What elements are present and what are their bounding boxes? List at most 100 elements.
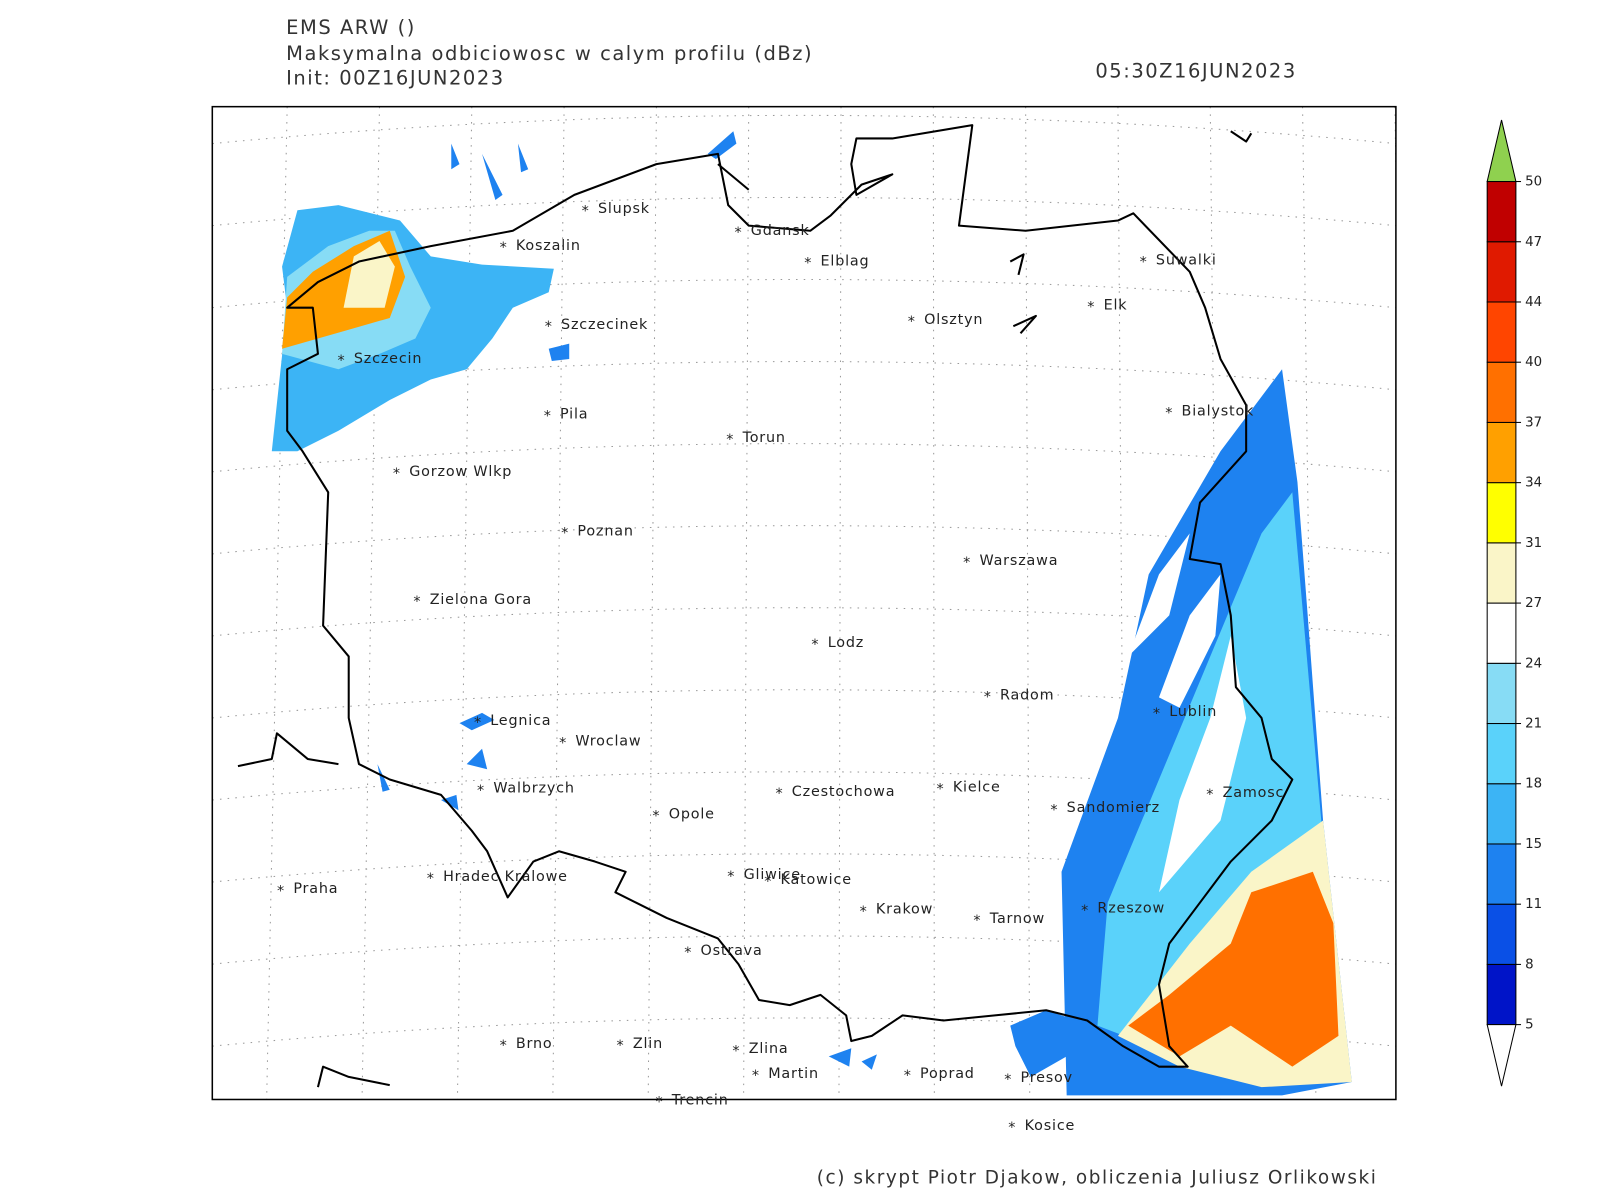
colorbar-label: 47 [1525, 235, 1542, 250]
city-label: Bialystok [1182, 403, 1255, 419]
city-marker: * [500, 1038, 508, 1054]
city-label: Suwalki [1156, 253, 1217, 269]
colorbar-segment [1486, 421, 1517, 484]
city-label: Krakow [876, 902, 933, 918]
city-label: Gdansk [751, 223, 810, 239]
city-label: Radom [1000, 687, 1054, 703]
city-marker: * [1087, 300, 1095, 316]
city-label: Czestochowa [792, 784, 896, 800]
border [237, 130, 1253, 1088]
city-marker: * [559, 736, 567, 752]
city-marker: * [413, 594, 421, 610]
reflectivity-field [271, 131, 1352, 1096]
city-label: Elk [1104, 298, 1128, 314]
city-marker: * [973, 913, 981, 929]
city-marker: * [732, 1043, 740, 1059]
city-label: Gliwice [744, 867, 801, 883]
city-label: Martin [768, 1066, 819, 1082]
city-marker: * [804, 256, 812, 272]
city-marker: * [655, 1095, 663, 1111]
border [286, 124, 1294, 1068]
city-marker: * [1140, 255, 1148, 271]
city-marker: * [1165, 405, 1173, 421]
city-label: Szczecin [354, 351, 422, 367]
colorbar-segment [1486, 843, 1517, 905]
city-marker: * [963, 555, 971, 571]
city-marker: * [811, 637, 819, 653]
city-label: Presov [1021, 1070, 1073, 1086]
credits: (c) skrypt Piotr Djakow, obliczenia Juli… [817, 1167, 1378, 1188]
colorbar-label: 18 [1525, 777, 1542, 792]
city-marker: * [545, 319, 553, 335]
city-label: Poznan [577, 523, 633, 539]
city-label: Szczecinek [561, 317, 648, 333]
city-marker: * [908, 314, 916, 330]
city-label: Kosice [1025, 1118, 1076, 1134]
city-marker: * [500, 240, 508, 256]
city-marker: * [684, 945, 692, 961]
colorbar-label: 24 [1525, 656, 1542, 671]
city-marker: * [544, 408, 552, 424]
colorbar-label: 40 [1525, 355, 1542, 370]
colorbar-segment [1486, 361, 1517, 423]
city-marker: * [561, 525, 569, 541]
city-label: Poprad [920, 1066, 975, 1082]
city-label: Tarnow [989, 911, 1045, 927]
city-marker: * [1004, 1072, 1012, 1088]
valid-time: 05:30Z16JUN2023 [1095, 59, 1296, 82]
city-label: Lublin [1169, 704, 1217, 720]
colorbar-label: 44 [1525, 295, 1542, 310]
city-label: Elblag [821, 254, 870, 270]
colorbar: 5 8 11 15 18 21 24 27 31 34 37 40 44 47 50 [1486, 119, 1542, 1087]
city-marker: * [764, 874, 772, 890]
city-label: Sandomierz [1067, 800, 1160, 816]
city-label: Opole [669, 806, 715, 822]
colorbar-segment [1486, 662, 1517, 725]
echo-gap [1158, 574, 1221, 708]
city-marker: * [617, 1038, 625, 1054]
city-marker: * [984, 689, 992, 705]
city-label: Hradec Kralowe [443, 869, 568, 885]
city-marker: * [775, 786, 783, 802]
city-marker: * [904, 1068, 912, 1084]
city-marker: * [427, 871, 435, 887]
city-marker: * [652, 808, 660, 824]
city-marker: * [474, 715, 482, 731]
colorbar-label: 34 [1525, 476, 1542, 491]
city-marker: * [277, 883, 285, 899]
city-marker: * [1153, 706, 1161, 722]
colorbar-segment [1486, 241, 1517, 303]
city-label: Legnica [490, 713, 551, 729]
graticule-line [1025, 106, 1031, 1100]
colorbar-segment [1486, 602, 1517, 664]
colorbar-label: 5 [1525, 1018, 1533, 1033]
city-marker: * [477, 783, 485, 799]
city-label: Zamosc [1223, 785, 1285, 801]
city-marker: * [937, 782, 945, 798]
city-label: Katowice [781, 872, 852, 888]
graticule-line [212, 114, 1396, 145]
city-label: Wroclaw [575, 734, 641, 750]
echo-gap [1158, 635, 1247, 893]
colorbar-label: 8 [1525, 957, 1533, 972]
echo-cell [343, 241, 395, 308]
city-label: Trencin [671, 1093, 729, 1109]
city-labels: * Slupsk * Koszalin * Gdansk * Elblag * Suwalki * E… [277, 201, 1285, 1136]
city-marker: * [727, 869, 735, 885]
map-area [212, 106, 1396, 1100]
city-marker: * [860, 904, 868, 920]
field-title: Maksymalna odbiciowosc w calym profilu (… [286, 42, 813, 65]
city-marker: * [1081, 903, 1089, 919]
city-label: Zlina [749, 1041, 789, 1057]
city-label: Lodz [828, 635, 864, 651]
city-marker: * [393, 466, 401, 482]
colorbar-label: 50 [1525, 175, 1542, 190]
colorbar-label: 15 [1525, 837, 1542, 852]
graticule-line [212, 361, 1396, 391]
colorbar-label: 37 [1525, 415, 1542, 430]
echo-cell [377, 712, 1077, 1077]
city-marker: * [726, 432, 734, 448]
echo-gap [1128, 533, 1190, 657]
